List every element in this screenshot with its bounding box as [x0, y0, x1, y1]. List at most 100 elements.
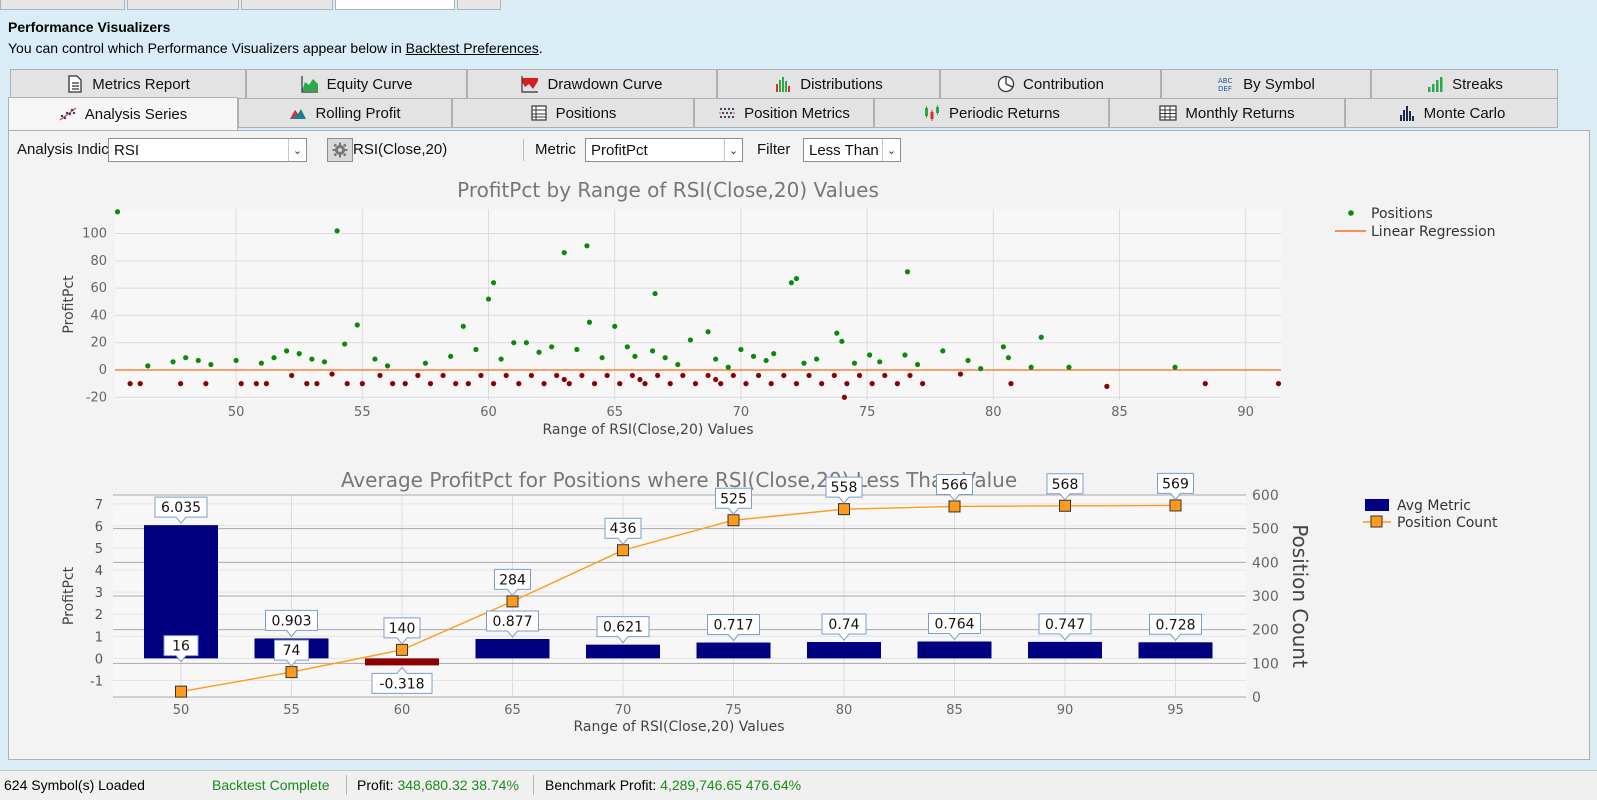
position-count-marker [838, 503, 850, 516]
avg-metric-data-label: 0.728 [1149, 613, 1202, 642]
scatter-icon [59, 107, 77, 121]
callout-box [163, 635, 199, 663]
avg-metric-data-label: 0.903 [265, 609, 318, 638]
area-chart-icon [300, 76, 318, 93]
position-point [549, 344, 555, 350]
callout-box [707, 614, 760, 642]
loss-point [427, 381, 434, 387]
callout-box [154, 496, 208, 524]
y-tick-label: 3 [95, 586, 103, 601]
position-point [675, 361, 681, 368]
loss-point [856, 372, 863, 379]
callout-text: 140 [389, 621, 416, 637]
position-point [632, 353, 638, 359]
y-tick-label: -20 [86, 390, 107, 405]
symbols-loaded: 624 Symbol(s) Loaded [4, 777, 145, 793]
position-point [839, 338, 845, 344]
callout-text: 6.035 [161, 500, 201, 516]
tab-monthly-returns[interactable]: Monthly Returns [1109, 98, 1345, 128]
x-tick-label: 65 [606, 405, 623, 420]
tab-contribution[interactable]: Contribution [940, 69, 1161, 99]
loss-point [415, 372, 421, 379]
position-point [284, 348, 290, 354]
tab-distributions[interactable]: Distributions [717, 69, 940, 99]
loss-point [465, 381, 471, 387]
upper-tab-stub-active[interactable] [335, 0, 455, 10]
callout-text: 569 [1162, 476, 1189, 492]
position-point [321, 359, 328, 365]
legend-avg-metric-label: Avg Metric [1397, 498, 1471, 514]
position-point [511, 340, 517, 346]
metric-dropdown[interactable]: ProfitPct ⌄ [585, 138, 743, 162]
tab-analysis-series[interactable]: Analysis Series [8, 97, 238, 130]
loss-point [591, 381, 598, 387]
filter-label: Filter [757, 141, 791, 158]
y-tick-label: 4 [95, 564, 103, 579]
filter-dropdown[interactable]: Less Than ⌄ [803, 138, 901, 162]
tab-label: Rolling Profit [315, 104, 401, 122]
position-count-data-label: 558 [825, 476, 863, 504]
tab-rolling-profit[interactable]: Rolling Profit [238, 98, 452, 128]
position-point [877, 359, 883, 365]
tab-periodic-returns[interactable]: Periodic Returns [874, 98, 1109, 128]
position-point [652, 290, 658, 297]
loss-point [730, 372, 736, 379]
mountain-chart-icon [290, 109, 307, 119]
x-tick-label: 90 [1237, 405, 1254, 420]
metric-value: ProfitPct [591, 142, 648, 159]
legend-positions-marker [1348, 210, 1354, 216]
upper-tab-stub[interactable] [457, 0, 501, 10]
y2-tick-label: 100 [1252, 656, 1279, 672]
position-count-data-label: 74 [274, 639, 309, 667]
y2-axis-label: Position Count [1288, 524, 1312, 668]
loss-point [503, 372, 509, 379]
position-point [584, 243, 590, 249]
tab-position-metrics[interactable]: Position Metrics [694, 98, 874, 128]
upper-tab-stub[interactable] [127, 0, 239, 10]
loss-point [755, 372, 762, 379]
indicator-settings-button[interactable] [327, 138, 353, 162]
tab-by-symbol[interactable]: ABC DEF By Symbol [1161, 69, 1371, 99]
loss-point [263, 381, 270, 387]
position-count-marker [396, 643, 408, 656]
position-point [801, 360, 807, 366]
upper-tab-stub[interactable] [0, 0, 125, 10]
loss-point [743, 381, 749, 387]
position-count-marker [1169, 499, 1182, 512]
legend-avg-metric-swatch [1365, 499, 1389, 511]
backtest-preferences-link[interactable]: Backtest Preferences [405, 40, 539, 56]
tab-drawdown-curve[interactable]: Drawdown Curve [467, 69, 717, 99]
position-count-data-label: 566 [936, 473, 973, 502]
callout-text: 558 [831, 480, 858, 496]
callout-text: 0.728 [1155, 617, 1195, 633]
callout-box [371, 666, 433, 694]
loss-point [344, 381, 350, 387]
x-tick-label: 55 [283, 703, 300, 718]
position-point [195, 357, 201, 364]
tab-positions[interactable]: Positions [452, 98, 694, 128]
bar-chart: 50 55 60 65 70 75 80 85 90 95-1012345670100200300… [61, 468, 1498, 735]
position-point [561, 250, 567, 256]
callout-text: 0.621 [603, 620, 643, 636]
loss-point [329, 371, 335, 377]
position-point [1005, 355, 1012, 361]
position-point [649, 348, 656, 354]
position-point [384, 363, 391, 369]
metric-label: Metric [535, 141, 576, 158]
tab-monte-carlo[interactable]: Monte Carlo [1345, 98, 1558, 128]
position-point [490, 280, 497, 286]
y-axis-label: ProfitPct [61, 566, 77, 625]
y-tick-label: 5 [95, 542, 103, 557]
tab-equity-curve[interactable]: Equity Curve [246, 69, 467, 99]
position-count-data-label: 436 [604, 517, 642, 545]
analysis-series-panel: Analysis Indicator RSI ⌄ RSI(Close,20) M… [8, 130, 1590, 760]
upper-tab-stub[interactable] [241, 0, 333, 10]
x-tick-label: 75 [725, 703, 742, 718]
position-point [460, 323, 466, 329]
loss-point [541, 381, 547, 387]
y2-tick-label: 400 [1252, 555, 1279, 571]
indicator-dropdown[interactable]: RSI ⌄ [108, 138, 307, 162]
tab-metrics-report[interactable]: Metrics Report [10, 69, 246, 99]
tab-streaks[interactable]: Streaks [1371, 69, 1558, 99]
callout-box [383, 617, 421, 645]
